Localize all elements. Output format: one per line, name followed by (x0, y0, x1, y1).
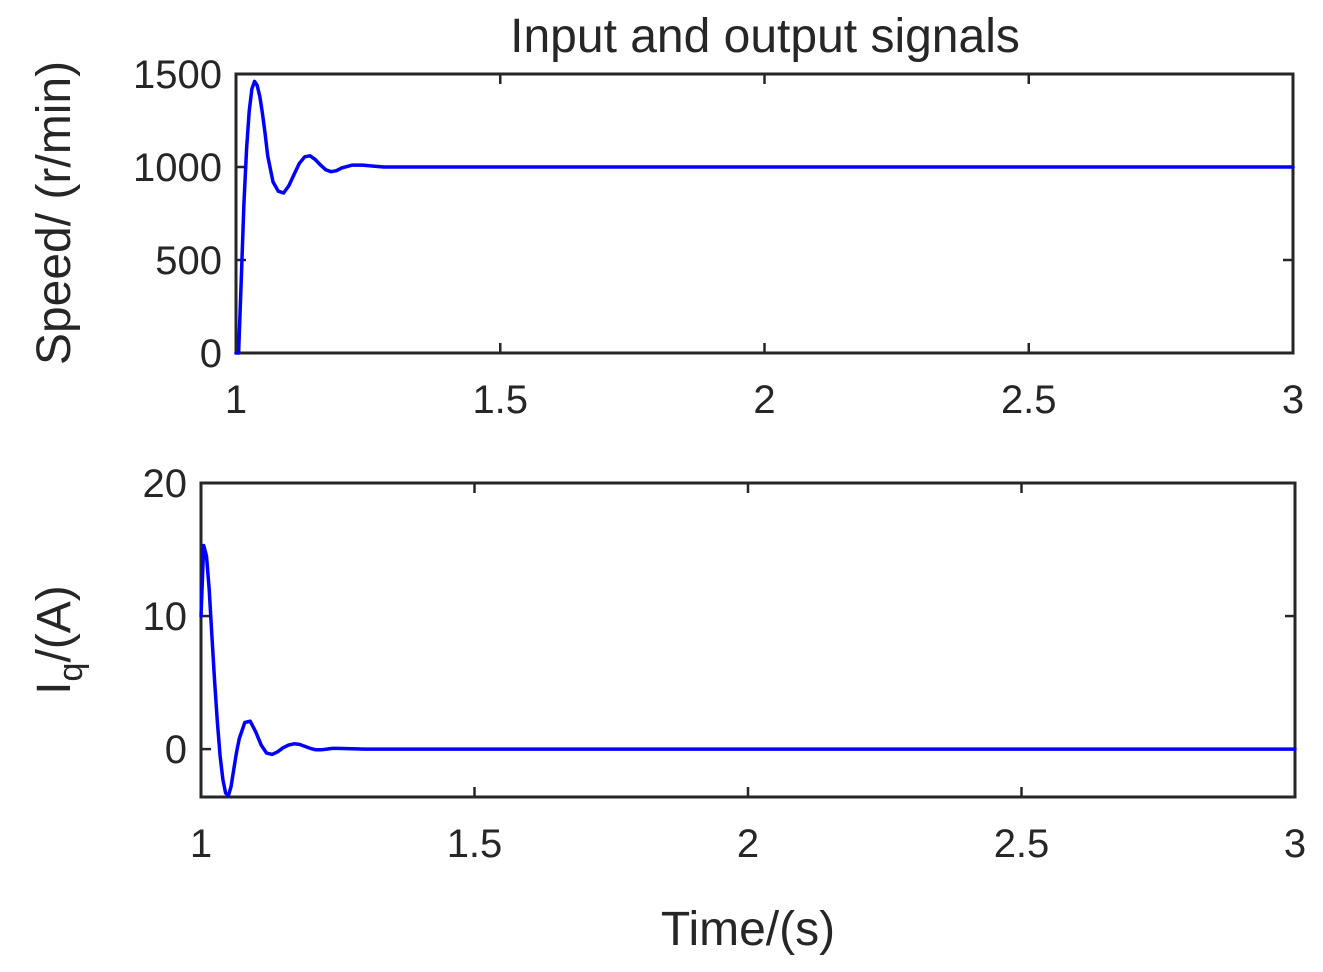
speed-axis-ticks (234, 72, 1295, 355)
speed-y-tick-label: 500 (155, 239, 222, 283)
speed-y-tick-label: 1000 (133, 146, 222, 190)
speed-x-tick-label: 2 (753, 378, 775, 422)
speed-chart: Input and output signals 1 1.5 2 2.5 3 0 500 1… (28, 10, 1304, 422)
speed-y-tick-labels: 0 500 1000 1500 (133, 53, 222, 376)
speed-x-tick-label: 1.5 (472, 378, 528, 422)
current-chart: 1 1.5 2 2.5 3 0 10 20 Iq/(A) Time/(s) (28, 462, 1306, 956)
speed-axes-box (234, 72, 1295, 355)
speed-series-line (234, 79, 1295, 355)
current-y-tick-label: 10 (143, 595, 188, 639)
current-y-tick-labels: 0 10 20 (143, 462, 188, 772)
current-y-label-unit: /(A) (28, 585, 81, 662)
speed-x-tick-label: 3 (1282, 378, 1304, 422)
current-y-axis-label: Iq/(A) (28, 585, 90, 695)
speed-y-tick-label: 1500 (133, 53, 222, 97)
speed-x-tick-label: 2.5 (1001, 378, 1057, 422)
current-x-tick-labels: 1 1.5 2 2.5 3 (190, 822, 1306, 866)
current-y-label-main: I (28, 681, 81, 694)
current-x-axis-label: Time/(s) (661, 903, 835, 956)
current-y-tick-label: 20 (143, 462, 188, 506)
current-x-tick-label: 2 (737, 822, 759, 866)
chart-title: Input and output signals (510, 10, 1020, 63)
speed-x-tick-labels: 1 1.5 2 2.5 3 (225, 378, 1304, 422)
current-series-line (199, 543, 1297, 798)
current-x-tick-label: 1.5 (447, 822, 503, 866)
current-y-label-subscript: q (52, 663, 90, 682)
current-y-tick-label: 0 (165, 728, 187, 772)
current-x-tick-label: 3 (1284, 822, 1306, 866)
speed-x-tick-label: 1 (225, 378, 247, 422)
speed-y-axis-label: Speed/ (r/min) (28, 61, 81, 365)
current-x-tick-label: 1 (190, 822, 212, 866)
speed-y-tick-label: 0 (200, 332, 222, 376)
current-x-tick-label: 2.5 (994, 822, 1050, 866)
